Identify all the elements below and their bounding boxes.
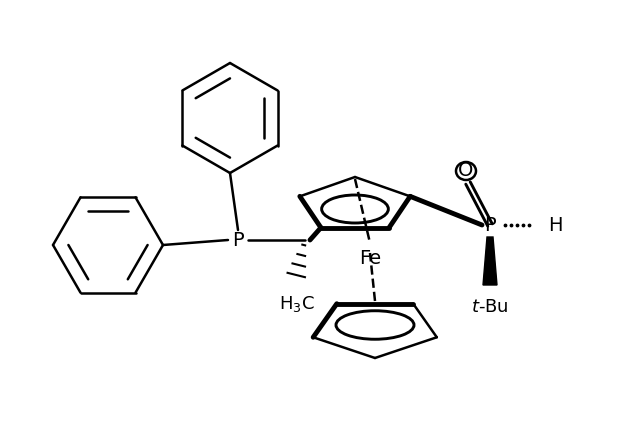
Text: H$_3$C: H$_3$C <box>279 294 315 314</box>
Polygon shape <box>483 237 497 285</box>
Text: $t$-Bu: $t$-Bu <box>471 298 509 316</box>
Text: P: P <box>484 215 496 234</box>
Text: Fe: Fe <box>359 249 381 268</box>
Text: O: O <box>458 162 474 180</box>
Text: H: H <box>548 215 563 234</box>
Text: P: P <box>232 230 244 249</box>
